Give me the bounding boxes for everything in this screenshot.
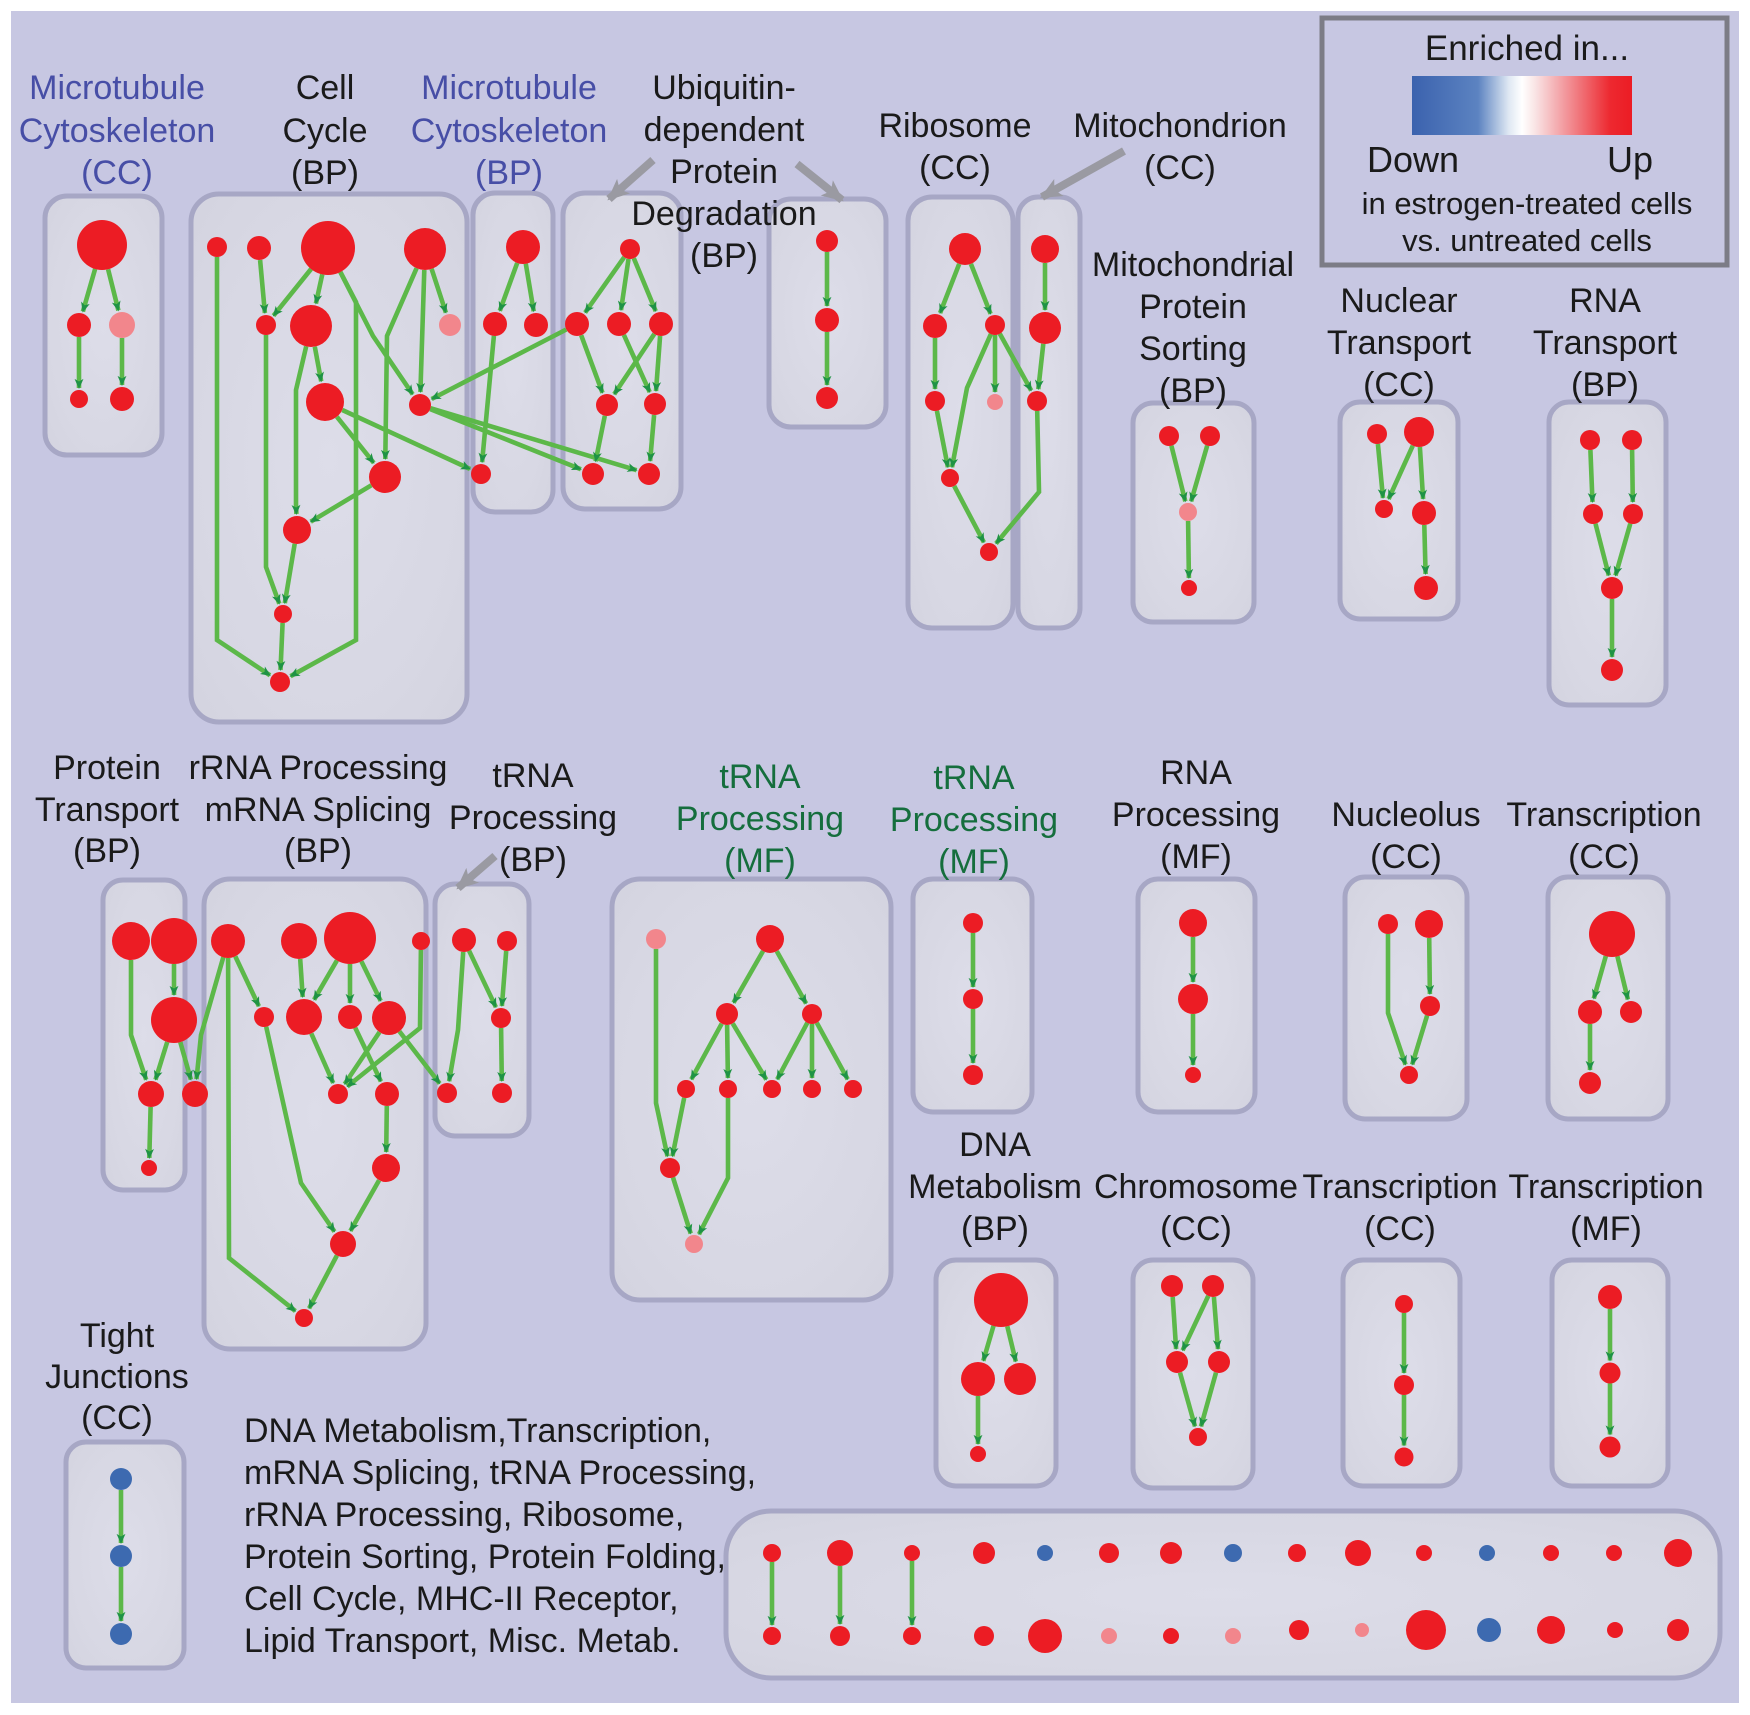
svg-text:(CC): (CC) (919, 149, 991, 187)
svg-text:tRNA: tRNA (492, 757, 574, 795)
svg-text:(MF): (MF) (1160, 838, 1232, 876)
svg-text:(BP): (BP) (499, 841, 567, 879)
svg-text:Ubiquitin-: Ubiquitin- (652, 69, 796, 107)
svg-text:Transport: Transport (1533, 324, 1678, 362)
svg-text:(CC): (CC) (1144, 149, 1216, 187)
svg-text:(CC): (CC) (1160, 1210, 1232, 1248)
svg-text:Transcription: Transcription (1506, 796, 1701, 834)
svg-text:(BP): (BP) (475, 154, 543, 192)
svg-text:Cytoskeleton: Cytoskeleton (411, 112, 608, 150)
svg-text:(BP): (BP) (961, 1210, 1029, 1248)
svg-text:Mitochondrial: Mitochondrial (1092, 246, 1294, 284)
svg-text:Transcription: Transcription (1508, 1168, 1703, 1206)
svg-text:Processing: Processing (449, 799, 617, 837)
svg-text:(BP): (BP) (1571, 366, 1639, 404)
svg-text:rRNA Processing: rRNA Processing (189, 749, 448, 787)
svg-text:tRNA: tRNA (719, 758, 801, 796)
svg-text:(CC): (CC) (1370, 838, 1442, 876)
svg-text:Tight: Tight (80, 1317, 155, 1355)
svg-text:(MF): (MF) (938, 843, 1010, 881)
svg-text:RNA: RNA (1160, 754, 1232, 792)
svg-text:Cell: Cell (296, 69, 355, 107)
svg-text:Transcription: Transcription (1302, 1168, 1497, 1206)
svg-text:Cell Cycle, MHC-II Receptor,: Cell Cycle, MHC-II Receptor, (244, 1580, 679, 1618)
svg-text:(BP): (BP) (1159, 372, 1227, 410)
svg-text:Microtubule: Microtubule (421, 69, 597, 107)
svg-text:Lipid Transport, Misc. Metab.: Lipid Transport, Misc. Metab. (244, 1622, 681, 1660)
svg-text:Junctions: Junctions (45, 1358, 189, 1396)
svg-text:in estrogen-treated cells: in estrogen-treated cells (1362, 186, 1693, 221)
svg-text:Nuclear: Nuclear (1340, 282, 1457, 320)
svg-text:(MF): (MF) (724, 842, 796, 880)
svg-text:(CC): (CC) (81, 154, 153, 192)
svg-text:Protein: Protein (1139, 288, 1247, 326)
svg-text:Transport: Transport (1327, 324, 1472, 362)
svg-text:Processing: Processing (676, 800, 844, 838)
svg-text:Transport: Transport (35, 791, 180, 829)
svg-text:Cytoskeleton: Cytoskeleton (19, 112, 216, 150)
svg-text:Processing: Processing (1112, 796, 1280, 834)
svg-text:Sorting: Sorting (1139, 330, 1247, 368)
svg-text:Protein: Protein (53, 749, 161, 787)
svg-text:Down: Down (1367, 139, 1459, 180)
svg-text:(BP): (BP) (73, 832, 141, 870)
svg-text:Ribosome: Ribosome (878, 107, 1031, 145)
svg-text:DNA Metabolism,Transcription,: DNA Metabolism,Transcription, (244, 1412, 711, 1450)
svg-text:Enriched in...: Enriched in... (1425, 29, 1629, 68)
svg-text:(BP): (BP) (291, 154, 359, 192)
svg-text:(CC): (CC) (1364, 1210, 1436, 1248)
svg-text:Up: Up (1607, 139, 1653, 180)
svg-text:DNA: DNA (959, 1126, 1031, 1164)
svg-text:rRNA Processing, Ribosome,: rRNA Processing, Ribosome, (244, 1496, 684, 1534)
svg-text:(CC): (CC) (81, 1399, 153, 1437)
svg-text:vs. untreated cells: vs. untreated cells (1402, 223, 1652, 258)
svg-text:mRNA Splicing, tRNA Processing: mRNA Splicing, tRNA Processing, (244, 1454, 756, 1492)
svg-text:Protein: Protein (670, 153, 778, 191)
svg-text:Microtubule: Microtubule (29, 69, 205, 107)
svg-text:Degradation: Degradation (631, 195, 816, 233)
svg-text:mRNA Splicing: mRNA Splicing (205, 791, 432, 829)
svg-text:(BP): (BP) (284, 832, 352, 870)
svg-text:Nucleolus: Nucleolus (1331, 796, 1480, 834)
svg-text:(BP): (BP) (690, 237, 758, 275)
svg-text:dependent: dependent (644, 111, 805, 149)
svg-text:Mitochondrion: Mitochondrion (1073, 107, 1287, 145)
svg-text:tRNA: tRNA (933, 759, 1015, 797)
svg-text:(CC): (CC) (1363, 366, 1435, 404)
svg-text:Cycle: Cycle (282, 112, 367, 150)
svg-text:(CC): (CC) (1568, 838, 1640, 876)
svg-text:Protein Sorting, Protein Foldi: Protein Sorting, Protein Folding, (244, 1538, 726, 1576)
svg-text:Chromosome: Chromosome (1094, 1168, 1298, 1206)
svg-text:Processing: Processing (890, 801, 1058, 839)
svg-text:RNA: RNA (1569, 282, 1641, 320)
svg-text:Metabolism: Metabolism (908, 1168, 1082, 1206)
svg-text:(MF): (MF) (1570, 1210, 1642, 1248)
